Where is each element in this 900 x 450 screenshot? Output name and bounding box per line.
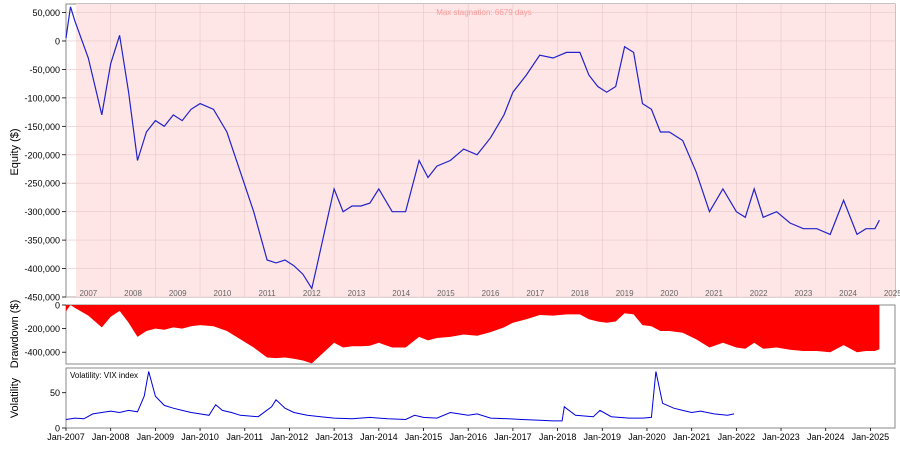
year-label: 2008: [124, 289, 142, 298]
date-x-tick-label: Jan-2010: [181, 432, 219, 442]
equity-panel: 50,000 0 -50,000 -100,000 -150,000 -200,000 -2…: [9, 3, 900, 303]
drawdown-panel: 0 -200,000 -400,000 Drawdown ($): [9, 300, 896, 368]
volatility-plot-frame: [65, 367, 896, 429]
date-x-tick-label: Jan-2023: [762, 432, 800, 442]
date-x-tick-label: Jan-2017: [494, 432, 532, 442]
volatility-y-tick-label: 0: [55, 424, 60, 434]
year-label: 2007: [79, 289, 97, 298]
year-label: 2009: [169, 289, 187, 298]
equity-y-tick-label: -200,000: [24, 150, 60, 160]
date-x-tick-label: Jan-2021: [673, 432, 711, 442]
year-label: 2014: [392, 289, 410, 298]
date-x-tick-label: Jan-2012: [271, 432, 309, 442]
volatility-y-tick-label: 50: [50, 388, 60, 398]
date-x-tick-label: Jan-2016: [449, 432, 487, 442]
equity-year-labels: 2007 2008 2009 2010 2011 2012 2013 2014 2015 2016…: [79, 289, 900, 298]
drawdown-y-tick-label: -200,000: [24, 324, 60, 334]
date-x-tick-label: Jan-2013: [315, 432, 353, 442]
date-x-tick-label: Jan-2009: [137, 432, 175, 442]
year-label: 2025: [884, 289, 900, 298]
max-stagnation-annotation: Max stagnation: 6679 days: [436, 8, 532, 17]
stagnation-shade: [76, 4, 895, 297]
equity-y-tick-label: -250,000: [24, 179, 60, 189]
year-label: 2011: [259, 289, 277, 298]
date-x-tick-label: Jan-2018: [539, 432, 577, 442]
year-label: 2018: [571, 289, 589, 298]
date-x-tick-label: Jan-2014: [360, 432, 398, 442]
equity-y-tick-label: -300,000: [24, 207, 60, 217]
year-label: 2013: [348, 289, 366, 298]
year-label: 2012: [303, 289, 321, 298]
date-x-tick-label: Jan-2020: [628, 432, 666, 442]
equity-y-tick-label: 50,000: [32, 8, 60, 18]
equity-y-tick-label: -50,000: [29, 65, 60, 75]
equity-y-axis: 50,000 0 -50,000 -100,000 -150,000 -200,000 -2…: [24, 8, 66, 303]
equity-line: [65, 6, 880, 291]
equity-y-tick-label: 0: [55, 36, 60, 46]
year-label: 2024: [839, 289, 857, 298]
equity-y-tick-label: -350,000: [24, 236, 60, 246]
date-x-tick-label: Jan-2019: [584, 432, 622, 442]
date-x-tick-label: Jan-2025: [852, 432, 890, 442]
volatility-panel: 0 50 Volatility: VIX index Volatility Jan…: [9, 367, 896, 442]
equity-y-tick-label: -400,000: [24, 264, 60, 274]
equity-y-tick-label: -150,000: [24, 122, 60, 132]
date-x-tick-label: Jan-2011: [226, 432, 263, 442]
date-x-tick-label: Jan-2007: [47, 432, 85, 442]
volatility-y-label: Volatility: [9, 377, 21, 418]
volatility-line: [65, 371, 735, 422]
year-label: 2020: [660, 289, 678, 298]
date-x-axis: Jan-2007 Jan-2008 Jan-2009 Jan-2010 Jan-2011…: [47, 428, 889, 442]
year-label: 2010: [214, 289, 232, 298]
date-x-tick-label: Jan-2008: [92, 432, 130, 442]
drawdown-y-tick-label: -400,000: [24, 348, 60, 358]
year-label: 2023: [794, 289, 812, 298]
equity-y-label: Equity ($): [9, 128, 21, 175]
equity-y-tick-label: -100,000: [24, 93, 60, 103]
date-x-tick-label: Jan-2022: [718, 432, 756, 442]
date-x-tick-label: Jan-2024: [807, 432, 845, 442]
equity-y-tick-label: -450,000: [24, 293, 60, 303]
year-label: 2019: [616, 289, 634, 298]
drawdown-y-tick-label: 0: [55, 301, 60, 311]
volatility-legend: Volatility: VIX index: [70, 371, 138, 380]
year-label: 2017: [526, 289, 544, 298]
drawdown-y-axis: 0 -200,000 -400,000: [24, 301, 66, 358]
year-label: 2015: [437, 289, 455, 298]
drawdown-y-label: Drawdown ($): [9, 300, 21, 368]
year-label: 2016: [482, 289, 500, 298]
year-label: 2022: [750, 289, 768, 298]
year-label: 2021: [705, 289, 723, 298]
equity-gridlines: [66, 4, 895, 298]
drawdown-area: [66, 305, 880, 364]
volatility-y-axis: 0 50: [50, 388, 66, 434]
date-x-tick-label: Jan-2015: [405, 432, 443, 442]
